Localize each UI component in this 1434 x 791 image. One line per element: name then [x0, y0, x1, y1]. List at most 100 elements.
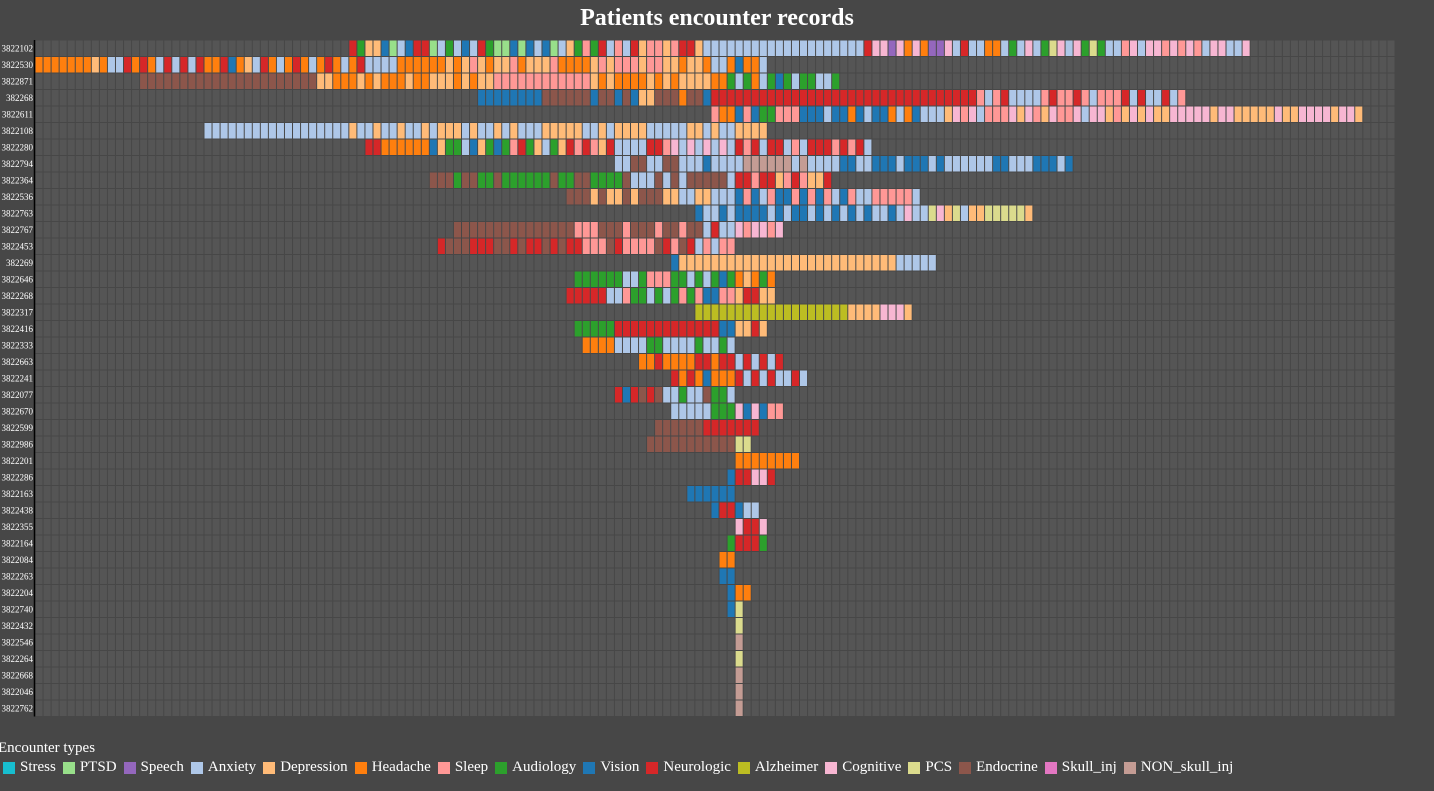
- encounter-cell: [647, 139, 655, 155]
- legend-label: Cognitive: [842, 759, 902, 775]
- encounter-cell: [1017, 40, 1025, 56]
- encounter-cell: [695, 387, 703, 403]
- encounter-cell: [767, 40, 775, 56]
- encounter-cell: [445, 57, 453, 73]
- encounter-cell: [808, 40, 816, 56]
- encounter-cell: [856, 139, 864, 155]
- encounter-cell: [735, 156, 743, 172]
- legend-label: Audiology: [512, 759, 577, 775]
- encounter-cell: [848, 40, 856, 56]
- encounter-cell: [960, 205, 968, 221]
- encounter-cell: [912, 156, 920, 172]
- encounter-cell: [751, 106, 759, 122]
- encounter-cell: [1041, 106, 1049, 122]
- encounter-cell: [880, 156, 888, 172]
- encounter-cell: [542, 73, 550, 89]
- encounter-cell: [679, 73, 687, 89]
- encounter-cell: [719, 238, 727, 254]
- encounter-cell: [365, 73, 373, 89]
- encounter-cell: [1323, 106, 1331, 122]
- encounter-cell: [1073, 90, 1081, 106]
- encounter-cell: [606, 321, 614, 337]
- encounter-cell: [727, 420, 735, 436]
- encounter-cell: [180, 73, 188, 89]
- encounter-cell: [437, 123, 445, 139]
- encounter-cell: [808, 205, 816, 221]
- encounter-cell: [695, 73, 703, 89]
- legend-swatch: [495, 761, 508, 774]
- encounter-cell: [703, 73, 711, 89]
- encounter-cell: [727, 585, 735, 601]
- encounter-cell: [518, 40, 526, 56]
- encounter-cell: [759, 255, 767, 271]
- encounter-cell: [880, 304, 888, 320]
- encounter-cell: [743, 304, 751, 320]
- encounter-cell: [614, 172, 622, 188]
- encounter-cell: [397, 40, 405, 56]
- encounter-cell: [679, 255, 687, 271]
- encounter-cell: [896, 304, 904, 320]
- encounter-cell: [663, 90, 671, 106]
- encounter-cell: [759, 205, 767, 221]
- encounter-cell: [478, 40, 486, 56]
- encounter-cell: [1065, 106, 1073, 122]
- encounter-cell: [180, 57, 188, 73]
- encounter-cell: [639, 337, 647, 353]
- encounter-cell: [719, 568, 727, 584]
- encounter-cell: [590, 288, 598, 304]
- encounter-cell: [534, 90, 542, 106]
- encounter-cell: [301, 73, 309, 89]
- patient-row: [711, 106, 1363, 122]
- encounter-cell: [703, 238, 711, 254]
- encounter-cell: [727, 354, 735, 370]
- encounter-cell: [671, 123, 679, 139]
- encounter-cell: [719, 139, 727, 155]
- encounter-cell: [622, 189, 631, 205]
- encounter-cell: [59, 57, 67, 73]
- encounter-cell: [687, 486, 695, 502]
- legend-label: Speech: [140, 759, 184, 775]
- encounter-cell: [518, 73, 526, 89]
- encounter-cell: [413, 73, 421, 89]
- encounter-cell: [526, 73, 534, 89]
- encounter-cell: [494, 40, 502, 56]
- encounter-cell: [639, 222, 647, 238]
- encounter-cell: [663, 288, 671, 304]
- encounter-cell: [775, 90, 783, 106]
- encounter-cell: [622, 57, 631, 73]
- encounter-cell: [655, 420, 663, 436]
- encounter-cell: [791, 106, 799, 122]
- encounter-cell: [1137, 90, 1146, 106]
- encounter-cell: [639, 139, 647, 155]
- encounter-cell: [1146, 106, 1154, 122]
- encounter-cell: [880, 205, 888, 221]
- encounter-cell: [357, 123, 365, 139]
- encounter-cell: [502, 90, 510, 106]
- encounter-cell: [711, 172, 719, 188]
- encounter-cell: [952, 40, 960, 56]
- encounter-cell: [977, 40, 985, 56]
- patient-label: 3822108: [2, 126, 34, 136]
- encounter-cell: [856, 156, 864, 172]
- encounter-cell: [478, 73, 486, 89]
- encounter-cell: [816, 304, 824, 320]
- encounter-cell: [1009, 156, 1017, 172]
- encounter-cell: [1041, 40, 1049, 56]
- encounter-cell: [703, 304, 711, 320]
- encounter-cell: [631, 57, 639, 73]
- legend-swatch: [354, 761, 367, 774]
- legend-label: Headache: [371, 759, 431, 775]
- encounter-cell: [679, 370, 687, 386]
- encounter-cell: [751, 519, 759, 535]
- encounter-cell: [1073, 40, 1081, 56]
- encounter-cell: [695, 172, 703, 188]
- encounter-cell: [196, 73, 204, 89]
- encounter-cell: [880, 106, 888, 122]
- encounter-cell: [172, 73, 180, 89]
- patient-row: [671, 370, 808, 386]
- encounter-cell: [614, 189, 622, 205]
- legend-swatch: [908, 761, 921, 774]
- encounter-cell: [1242, 106, 1250, 122]
- encounter-cell: [775, 453, 783, 469]
- encounter-cell: [743, 123, 751, 139]
